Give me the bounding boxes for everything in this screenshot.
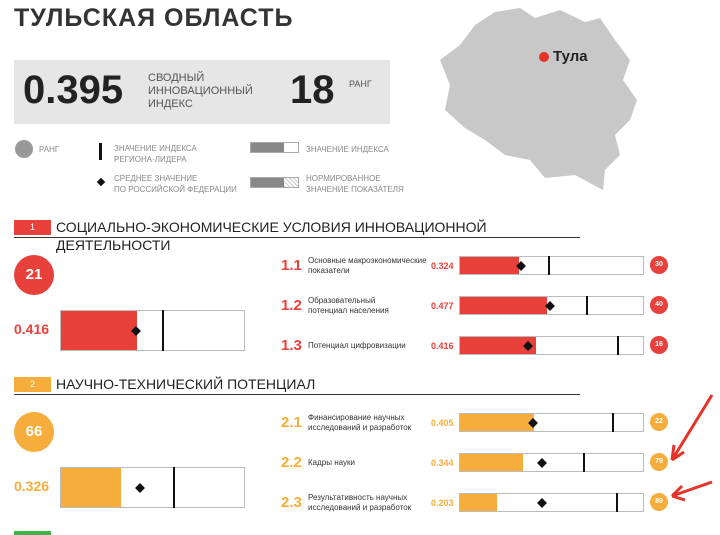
bar-fill: [460, 494, 498, 511]
item-label: Кадры науки: [308, 458, 355, 467]
bar-fill: [61, 311, 138, 350]
item-code: 2.3: [281, 494, 302, 511]
item-code: 2.2: [281, 454, 302, 471]
item-value: 0.324: [431, 261, 454, 271]
leader-marker: [611, 413, 614, 432]
leader-marker: [586, 296, 589, 315]
index-bar-icon: [250, 142, 299, 153]
item-bar: [459, 453, 644, 472]
item-code: 1.2: [281, 297, 302, 314]
summary-panel: 0.395 СВОДНЫЙ ИННОВАЦИОННЫЙ ИНДЕКС 18 РАНГ: [14, 60, 390, 124]
item-value: 0.344: [431, 458, 454, 468]
avg-marker: [537, 497, 548, 508]
section-value: 0.416: [14, 321, 50, 337]
page-title: ТУЛЬСКАЯ ОБЛАСТЬ: [14, 4, 294, 32]
item-rank: 79: [650, 453, 668, 471]
rank-value: 18: [290, 68, 335, 112]
item-code: 1.3: [281, 337, 302, 354]
item-value: 0.405: [431, 418, 454, 428]
section-number: 2: [14, 377, 51, 392]
bar-fill: [61, 468, 121, 507]
section-bar: [60, 310, 245, 351]
item-bar: [459, 336, 644, 355]
item-rank: 16: [650, 336, 668, 354]
item-label: Финансирование научных исследований и раз…: [308, 413, 412, 432]
legend-index: ЗНАЧЕНИЕ ИНДЕКСА: [306, 145, 389, 154]
section-title: СОЦИАЛЬНО-ЭКОНОМИЧЕСКИЕ УСЛОВИЯ ИННОВАЦИ…: [56, 219, 487, 253]
section-rank: 21: [14, 255, 54, 295]
item-code: 1.1: [281, 257, 302, 274]
section-title: НАУЧНО-ТЕХНИЧЕСКИЙ ПОТЕНЦИАЛ: [56, 376, 316, 392]
leader-marker: [172, 467, 175, 508]
leader-marker: [547, 256, 550, 275]
region-map: [440, 8, 637, 190]
avg-marker: [134, 482, 145, 493]
item-value: 0.203: [431, 498, 454, 508]
index-label: СВОДНЫЙ ИННОВАЦИОННЫЙ ИНДЕКС: [148, 72, 253, 110]
item-label: Основные макроэкономические показатели: [308, 256, 427, 275]
section-header: 1 СОЦИАЛЬНО-ЭКОНОМИЧЕСКИЕ УСЛОВИЯ ИННОВА…: [14, 218, 580, 253]
annotation-arrows: [670, 394, 714, 502]
leader-line-icon: [99, 143, 102, 160]
next-section-marker: [14, 531, 51, 535]
leader-marker: [161, 310, 164, 351]
bar-fill: [460, 414, 535, 431]
bar-fill: [460, 337, 537, 354]
item-bar: [459, 413, 644, 432]
item-rank: 40: [650, 296, 668, 314]
legend-norm: НОРМИРОВАННОЕ ЗНАЧЕНИЕ ПОКАЗАТЕЛЯ: [306, 174, 404, 194]
section-value: 0.326: [14, 478, 50, 494]
section-header: 2 НАУЧНО-ТЕХНИЧЕСКИЙ ПОТЕНЦИАЛ: [14, 375, 580, 395]
legend-avg: СРЕДНЕЕ ЗНАЧЕНИЕ ПО РОССИЙСКОЙ ФЕДЕРАЦИИ: [114, 174, 237, 194]
item-label: Образовательный потенциал населения: [308, 296, 389, 315]
legend-rank: РАНГ: [39, 145, 60, 154]
city-dot: [539, 52, 549, 62]
item-code: 2.1: [281, 414, 302, 431]
section-bar: [60, 467, 245, 508]
item-rank: 22: [650, 413, 668, 431]
item-rank: 80: [650, 493, 668, 511]
item-label: Потенциал цифровизации: [308, 341, 406, 350]
leader-marker: [582, 453, 585, 472]
item-bar: [459, 493, 644, 512]
leader-marker: [615, 493, 618, 512]
bar-fill: [460, 297, 548, 314]
item-value: 0.477: [431, 301, 454, 311]
diamond-icon: [96, 177, 106, 187]
item-bar: [459, 296, 644, 315]
item-rank: 30: [650, 256, 668, 274]
item-value: 0.416: [431, 341, 454, 351]
rank-label: РАНГ: [349, 79, 372, 89]
item-bar: [459, 256, 644, 275]
city-label: Тула: [553, 48, 588, 65]
index-value: 0.395: [23, 68, 124, 112]
section-rank: 66: [14, 412, 54, 452]
bar-fill: [460, 454, 523, 471]
section-number: 1: [14, 220, 51, 235]
rank-circle-icon: [15, 140, 33, 158]
normalized-bar-icon: [250, 177, 299, 188]
item-label: Результативность научных исследований и р…: [308, 493, 412, 512]
leader-marker: [617, 336, 620, 355]
avg-marker: [537, 457, 548, 468]
legend-leader: ЗНАЧЕНИЕ ИНДЕКСА РЕГИОНА-ЛИДЕРА: [114, 144, 197, 164]
bar-fill: [460, 257, 520, 274]
